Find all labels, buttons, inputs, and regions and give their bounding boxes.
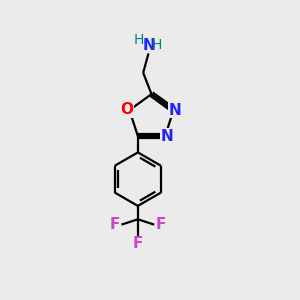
Text: N: N xyxy=(161,129,174,144)
Text: F: F xyxy=(156,217,166,232)
Text: H: H xyxy=(134,33,144,47)
Text: O: O xyxy=(121,102,134,117)
Text: F: F xyxy=(110,217,120,232)
Text: H: H xyxy=(152,38,162,52)
Text: N: N xyxy=(169,103,182,118)
Text: N: N xyxy=(142,38,155,52)
Text: F: F xyxy=(133,236,143,250)
